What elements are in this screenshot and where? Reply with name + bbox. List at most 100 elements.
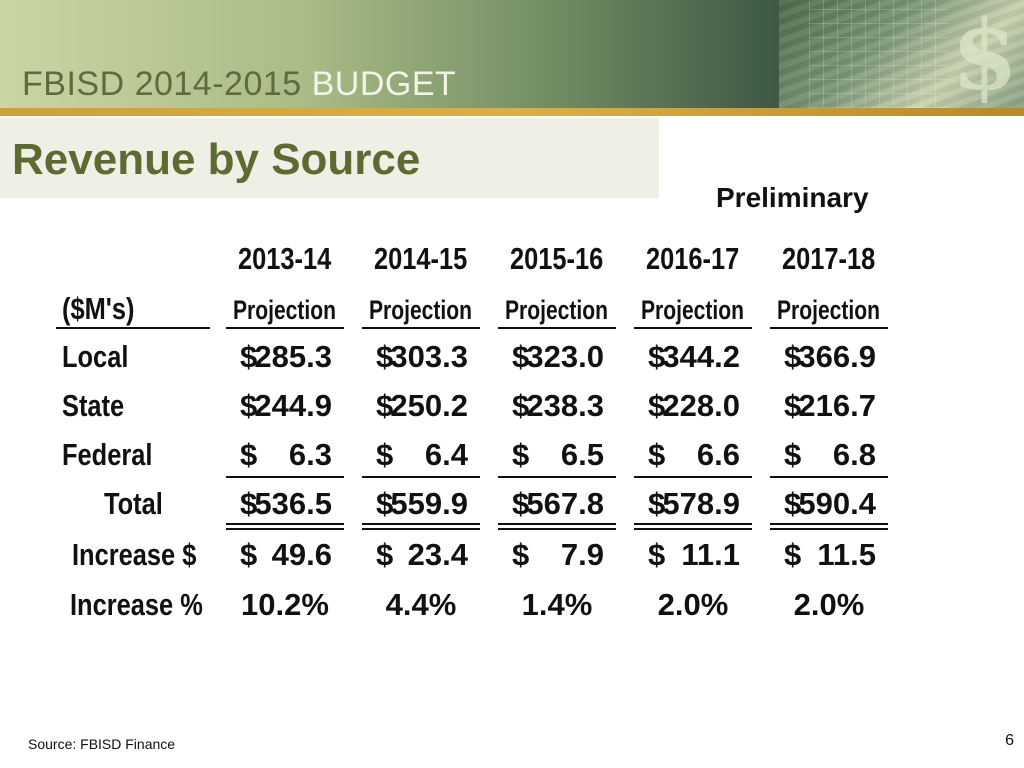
row-label-total: Total <box>104 486 163 521</box>
unit-label: ($M's) <box>62 291 135 326</box>
cell-state-2013-14: $244.9 <box>240 387 332 425</box>
cell-increase--2016-17: $11.1 <box>648 536 740 574</box>
cell-state-2016-17: $228.0 <box>648 387 740 425</box>
federal-underline <box>634 476 752 478</box>
cell-total-2013-14: $536.5 <box>240 485 332 523</box>
banner-graphic: $ <box>779 0 1024 108</box>
cell-increase-pct-2013-14: 10.2% <box>241 587 329 622</box>
currency-sign: $ <box>648 537 666 572</box>
source-note: Source: FBISD Finance <box>28 736 176 752</box>
currency-sign: $ <box>512 486 530 521</box>
currency-sign: $ <box>240 388 258 423</box>
currency-sign: $ <box>784 437 802 472</box>
cell-increase--2014-15: $23.4 <box>376 536 468 574</box>
currency-sign: $ <box>376 537 394 572</box>
column-year-2017-18: 2017-18 <box>782 241 876 276</box>
currency-sign: $ <box>784 339 802 374</box>
cell-value: 49.6 <box>271 537 332 572</box>
cell-total-2016-17: $578.9 <box>648 485 740 523</box>
cell-total-2014-15: $559.9 <box>376 485 468 523</box>
currency-sign: $ <box>784 486 802 521</box>
cell-value: 559.9 <box>390 486 468 521</box>
cell-increase--2017-18: $11.5 <box>784 536 876 574</box>
column-header-rule <box>498 327 616 329</box>
cell-increase-pct-2017-18: 2.0% <box>793 587 865 622</box>
cell-increase--2013-14: $49.6 <box>240 536 332 574</box>
cell-value: 6.3 <box>288 437 332 472</box>
cell-value: 536.5 <box>254 486 332 521</box>
column-header-rule <box>362 327 480 329</box>
cell-state-2014-15: $250.2 <box>376 387 468 425</box>
cell-local-2016-17: $344.2 <box>648 338 740 376</box>
column-subhead-2013-14: Projection <box>233 295 336 325</box>
cell-value: 6.4 <box>424 437 468 472</box>
cell-increase-pct-2015-16: 1.4% <box>521 587 593 622</box>
total-double-underline-bottom <box>226 528 344 530</box>
currency-sign: $ <box>240 339 258 374</box>
header-divider <box>0 108 1024 116</box>
currency-sign: $ <box>648 388 666 423</box>
column-year-2014-15: 2014-15 <box>374 241 468 276</box>
cell-value: 6.5 <box>560 437 604 472</box>
currency-sign: $ <box>240 437 258 472</box>
row-label-federal: Federal <box>62 437 153 472</box>
currency-sign: $ <box>784 388 802 423</box>
federal-underline <box>770 476 888 478</box>
cell-increase-pct-2016-17: 2.0% <box>657 587 729 622</box>
cell-total-2017-18: $590.4 <box>784 485 876 523</box>
cell-value: 6.8 <box>832 437 876 472</box>
cell-local-2014-15: $303.3 <box>376 338 468 376</box>
unit-label-rule <box>56 327 210 329</box>
total-double-underline-bottom <box>362 528 480 530</box>
cell-value: 228.0 <box>662 388 740 423</box>
preliminary-label: Preliminary <box>716 182 869 213</box>
column-header-rule <box>634 327 752 329</box>
column-subhead-2015-16: Projection <box>505 295 608 325</box>
column-subhead-2014-15: Projection <box>369 295 472 325</box>
cell-value: 23.4 <box>407 537 468 572</box>
cell-increase-pct-2014-15: 4.4% <box>385 587 457 622</box>
cell-value: 344.2 <box>662 339 740 374</box>
dollar-sign-icon: $ <box>951 0 1018 108</box>
slide-title: Revenue by Source <box>12 135 421 184</box>
banner-title-part1: FBISD 2014-2015 <box>22 65 312 103</box>
cell-federal-2016-17: $6.6 <box>648 436 740 474</box>
cell-local-2015-16: $323.0 <box>512 338 604 376</box>
currency-sign: $ <box>376 437 394 472</box>
currency-sign: $ <box>512 339 530 374</box>
currency-sign: $ <box>376 486 394 521</box>
currency-sign: $ <box>648 339 666 374</box>
cell-value: 11.5 <box>817 537 876 572</box>
currency-sign: $ <box>784 537 802 572</box>
total-double-underline-bottom <box>770 528 888 530</box>
cell-value: 323.0 <box>526 339 604 374</box>
row-label-state: State <box>62 388 125 423</box>
cell-value: 238.3 <box>526 388 604 423</box>
cell-state-2017-18: $216.7 <box>784 387 876 425</box>
cell-increase--2015-16: $7.9 <box>512 536 604 574</box>
cell-state-2015-16: $238.3 <box>512 387 604 425</box>
total-double-underline-top <box>362 523 480 525</box>
cell-value: 11.1 <box>681 537 740 572</box>
total-double-underline-top <box>634 523 752 525</box>
cell-federal-2017-18: $6.8 <box>784 436 876 474</box>
cell-value: 578.9 <box>662 486 740 521</box>
banner-title-part2: BUDGET <box>311 65 457 103</box>
cell-value: 244.9 <box>254 388 332 423</box>
currency-sign: $ <box>512 537 530 572</box>
cell-value: 285.3 <box>254 339 332 374</box>
total-double-underline-top <box>226 523 344 525</box>
row-label-increase-pct: Increase % <box>70 587 203 622</box>
column-header-rule <box>770 327 888 329</box>
row-label-increase-: Increase $ <box>72 537 197 572</box>
column-subhead-2017-18: Projection <box>777 295 880 325</box>
column-year-2013-14: 2013-14 <box>238 241 332 276</box>
total-double-underline-bottom <box>634 528 752 530</box>
column-year-2015-16: 2015-16 <box>510 241 604 276</box>
total-double-underline-top <box>498 523 616 525</box>
currency-sign: $ <box>512 388 530 423</box>
page-number: 6 <box>1005 732 1014 749</box>
cell-value: 366.9 <box>798 339 876 374</box>
currency-sign: $ <box>376 388 394 423</box>
cell-federal-2013-14: $6.3 <box>240 436 332 474</box>
